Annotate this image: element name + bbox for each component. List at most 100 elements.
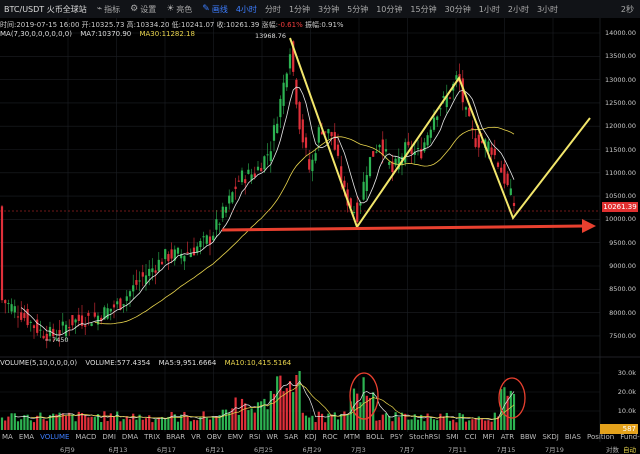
volume-circle-right[interactable] xyxy=(498,377,526,419)
timeframe-5m[interactable]: 5分钟 xyxy=(347,4,369,14)
indicator-tab-boll[interactable]: BOLL xyxy=(366,433,385,441)
indicator-tab-stochrsi[interactable]: StochRSI xyxy=(409,433,441,441)
timeframe-3h[interactable]: 3小时 xyxy=(536,4,559,14)
date-tick: 6月17 xyxy=(157,446,176,454)
indicator-tab-mfi[interactable]: MFI xyxy=(482,433,495,441)
date-tick: 6月25 xyxy=(254,446,273,454)
indicator-tab-bias[interactable]: BIAS xyxy=(564,433,581,441)
ma30-line xyxy=(94,126,515,325)
indicator-tab-fund-flow[interactable]: Fund-flow xyxy=(620,433,640,441)
timeframe-line[interactable]: 分时 xyxy=(264,4,281,14)
indicator-tab-emv[interactable]: EMV xyxy=(227,433,243,441)
indicator-tab-dmi[interactable]: DMI xyxy=(102,433,116,441)
indicator-icon: ⌁ xyxy=(96,4,103,14)
date-tick: 6月13 xyxy=(108,446,128,454)
indicator-tab-volume[interactable]: VOLUME xyxy=(40,433,70,441)
price-tick: 7500.00 xyxy=(609,331,636,340)
price-tick: 9000.00 xyxy=(609,262,636,270)
date-tick: 7月7 xyxy=(399,446,415,454)
price-tick: 12000.00 xyxy=(604,122,636,131)
indicator-button[interactable]: ⌁ 指标 xyxy=(96,4,121,14)
price-tick: 9500.00 xyxy=(609,238,636,247)
low-price-label: 7450 xyxy=(52,336,69,344)
date-tick: 7月15 xyxy=(496,446,516,454)
ohlc-info: 时间:2019-07-15 16:00 开:10325.73 高:10334.2… xyxy=(0,21,344,29)
draw-line-icon: ✎ xyxy=(202,4,210,14)
indicator-tab-brar[interactable]: BRAR xyxy=(166,433,186,441)
price-tick: 11000.00 xyxy=(604,168,636,177)
volume-badge: 587 xyxy=(600,424,638,434)
price-tick: 10000.00 xyxy=(604,215,636,224)
indicator-tab-cci[interactable]: CCI xyxy=(464,433,477,441)
date-tick: 6月29 xyxy=(302,446,322,454)
volume-bars xyxy=(0,371,516,430)
refresh-interval[interactable]: 2秒 xyxy=(620,5,634,14)
trading-pair-title[interactable]: BTC/USDT 火币全球站 xyxy=(4,4,87,14)
indicator-tab-bbw[interactable]: BBW xyxy=(520,433,537,441)
volume-tick: 30.0k xyxy=(617,369,636,377)
timeframe-10m[interactable]: 10分钟 xyxy=(376,4,403,14)
volume-circle-left[interactable] xyxy=(349,372,379,420)
price-tick: 8500.00 xyxy=(609,285,636,294)
indicator-tab-skdj[interactable]: SKDJ xyxy=(542,433,559,441)
indicator-tab-rsi[interactable]: RSI xyxy=(248,433,261,441)
axis-mode-toggles: 对数 自动 xyxy=(602,444,636,454)
indicator-tab-mtm[interactable]: MTM xyxy=(343,433,361,441)
timeframe-3m[interactable]: 3分钟 xyxy=(318,4,340,14)
top-toolbar: BTC/USDT 火币全球站 ⌁ 指标 ⚙ 设置 ☀ 亮色 ✎ 画线 4小时 分时 1分… xyxy=(0,0,640,18)
indicator-tab-ma[interactable]: MA xyxy=(2,433,13,441)
price-tick: 10500.00 xyxy=(604,192,636,201)
indicator-tab-position[interactable]: Position xyxy=(586,433,615,441)
indicator-tab-wr[interactable]: WR xyxy=(266,433,279,441)
ma-info: MA(7,30,0,0,0,0,0,0) MA7:10370.90 MA30:1… xyxy=(0,30,195,38)
volume-info: VOLUME(5,10,0,0,0,0) VOLUME:577.4354 MA5… xyxy=(0,359,292,367)
timeframe-1m[interactable]: 1分钟 xyxy=(288,4,311,14)
timeframe-15m[interactable]: 15分钟 xyxy=(410,4,437,14)
indicator-tab-psy[interactable]: PSY xyxy=(390,433,403,441)
candlestick-series xyxy=(0,40,516,349)
price-tick: 8000.00 xyxy=(609,308,636,317)
price-tick: 12500.00 xyxy=(604,98,636,107)
support-arrow-line[interactable] xyxy=(221,224,585,232)
volume-ma10-line xyxy=(30,383,515,420)
timeframe-2h[interactable]: 2小时 xyxy=(507,4,529,14)
indicator-tab-smi[interactable]: SMI xyxy=(446,433,459,441)
date-tick: 6月9 xyxy=(60,446,75,454)
volume-tick: 20.0k xyxy=(617,388,636,396)
indicator-tab-obv[interactable]: OBV xyxy=(206,433,222,441)
support-arrow-head xyxy=(582,219,596,233)
volume-axis: 30.0k 20.0k 10.0k xyxy=(600,0,640,453)
indicator-tabs: MA EMA VOLUME MACD DMI DMA TRIX BRAR VR OBV EMV RSI… xyxy=(0,432,640,442)
indicator-tab-vr[interactable]: VR xyxy=(191,433,201,441)
volume-tick: 10.0k xyxy=(617,407,636,415)
price-axis: 14000.00 13500.00 13000.00 12500.00 12000.00… xyxy=(600,18,640,358)
settings-button[interactable]: ⚙ 设置 xyxy=(130,4,157,14)
date-tick: 7月19 xyxy=(545,446,564,454)
sun-icon: ☀ xyxy=(166,4,175,14)
indicator-tab-roc[interactable]: ROC xyxy=(322,433,338,441)
indicator-tab-trix[interactable]: TRIX xyxy=(144,433,161,441)
indicator-tab-ema[interactable]: EMA xyxy=(18,433,35,441)
price-tick: 13000.00 xyxy=(604,75,636,84)
indicator-tab-sar[interactable]: SAR xyxy=(284,433,299,441)
high-price-label: 13968.76 xyxy=(255,32,286,40)
indicator-tab-atr[interactable]: ATR xyxy=(500,433,515,441)
date-tick: 6月21 xyxy=(205,446,225,454)
log-scale-toggle[interactable]: 对数 xyxy=(606,446,619,454)
date-tick: 7月11 xyxy=(448,446,467,454)
light-mode-button[interactable]: ☀ 亮色 xyxy=(166,4,193,14)
ma7-line xyxy=(20,86,515,336)
timeframe-30m[interactable]: 30分钟 xyxy=(444,4,471,14)
indicator-tab-macd[interactable]: MACD xyxy=(75,433,97,441)
date-axis: 对数 自动 6月9 6月13 6月17 6月21 6月25 6月29 7月3 7月7 7月11 7月… xyxy=(0,443,640,454)
pattern-trendline[interactable] xyxy=(289,37,591,230)
timeframe-1h[interactable]: 1小时 xyxy=(478,4,500,14)
indicator-tab-kdj[interactable]: KDJ xyxy=(304,433,317,441)
timeframe-4h[interactable]: 4小时 xyxy=(235,4,257,14)
price-tick: 14000.00 xyxy=(604,29,636,37)
indicator-tab-dma[interactable]: DMA xyxy=(121,433,139,441)
price-tick: 11500.00 xyxy=(604,145,636,154)
auto-scale-toggle[interactable]: 自动 xyxy=(623,446,636,454)
draw-line-button[interactable]: ✎ 画线 xyxy=(202,4,228,14)
